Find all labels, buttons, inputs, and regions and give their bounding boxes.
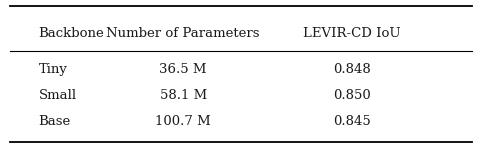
Text: 0.848: 0.848 — [333, 63, 371, 76]
Text: LEVIR-CD IoU: LEVIR-CD IoU — [303, 27, 401, 40]
Text: 0.850: 0.850 — [333, 89, 371, 102]
Text: Base: Base — [39, 115, 71, 128]
Text: 0.845: 0.845 — [333, 115, 371, 128]
Text: Number of Parameters: Number of Parameters — [107, 27, 260, 40]
Text: Tiny: Tiny — [39, 63, 67, 76]
Text: 36.5 M: 36.5 M — [160, 63, 207, 76]
Text: Backbone: Backbone — [39, 27, 104, 40]
Text: 58.1 M: 58.1 M — [160, 89, 207, 102]
Text: Small: Small — [39, 89, 77, 102]
Text: 100.7 M: 100.7 M — [155, 115, 211, 128]
